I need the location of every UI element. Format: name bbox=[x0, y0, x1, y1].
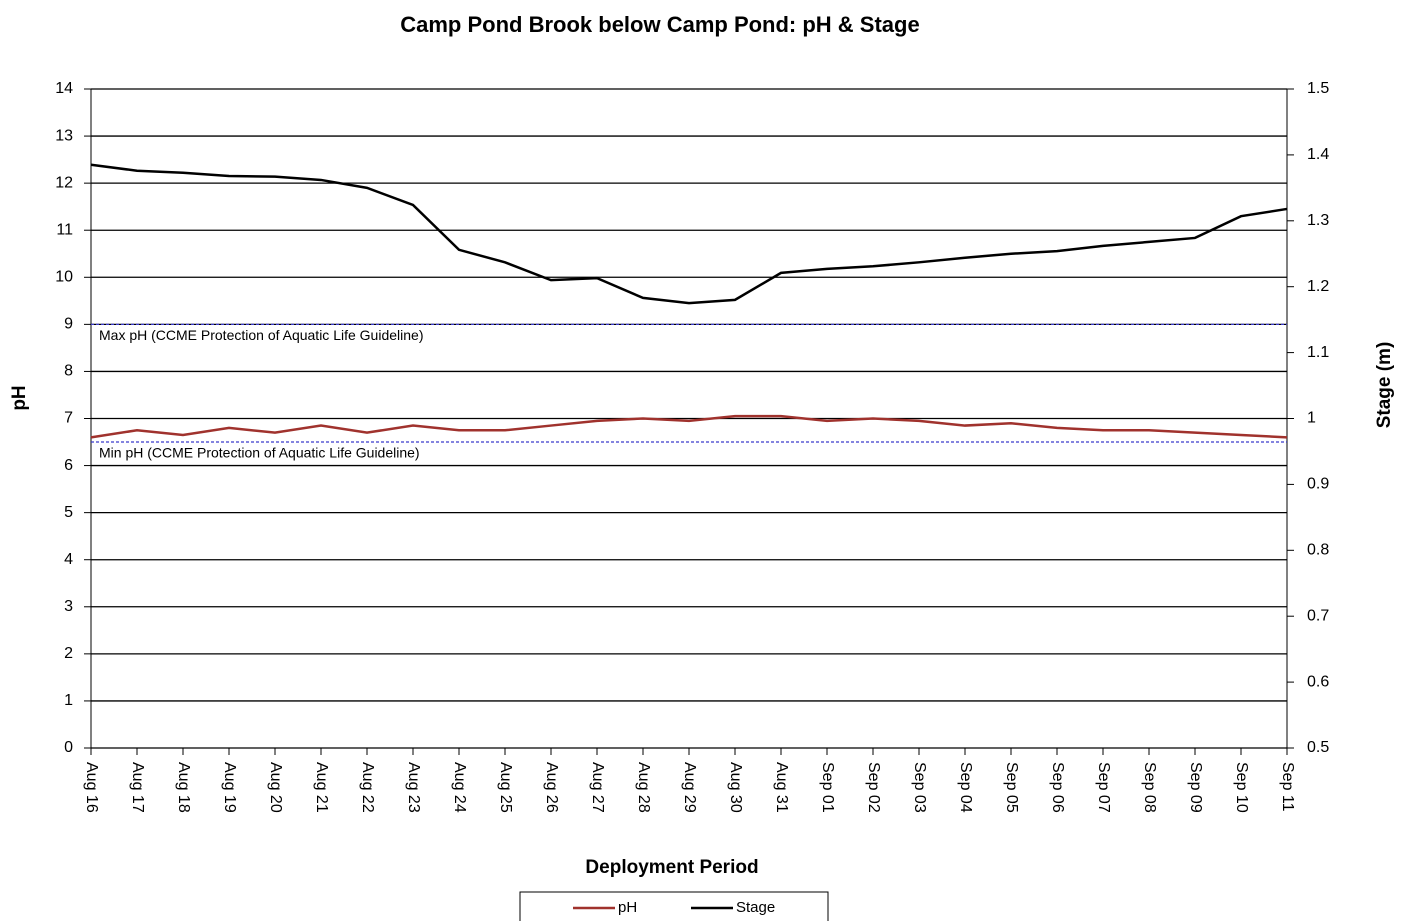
y2-axis-title: Stage (m) bbox=[1374, 342, 1395, 429]
y-tick-label: 2 bbox=[64, 645, 73, 662]
y-tick-label: 11 bbox=[56, 221, 73, 238]
x-tick-label: Aug 24 bbox=[451, 762, 468, 813]
y2-tick-label: 0.9 bbox=[1307, 476, 1329, 493]
series-line bbox=[90, 414, 1288, 439]
x-tick-label: Aug 19 bbox=[221, 762, 238, 813]
y2-tick-label: 0.7 bbox=[1307, 607, 1329, 624]
chart-title: Camp Pond Brook below Camp Pond: pH & St… bbox=[400, 12, 919, 37]
guideline-label: Min pH (CCME Protection of Aquatic Life … bbox=[99, 445, 420, 461]
y2-tick-label: 0.5 bbox=[1307, 739, 1329, 756]
y-tick-label: 4 bbox=[64, 551, 73, 568]
y2-tick-label: 0.8 bbox=[1307, 542, 1329, 559]
x-tick-label: Aug 31 bbox=[773, 762, 790, 813]
x-tick-label: Aug 20 bbox=[267, 762, 284, 813]
series-line bbox=[90, 163, 1288, 305]
legend bbox=[519, 891, 829, 921]
x-tick-label: Sep 04 bbox=[957, 762, 974, 813]
x-tick-label: Aug 22 bbox=[359, 762, 376, 813]
x-axis-title: Deployment Period bbox=[585, 857, 758, 878]
x-tick-label: Sep 09 bbox=[1187, 762, 1204, 813]
y-tick-label: 14 bbox=[55, 80, 73, 97]
y-axis-title: pH bbox=[9, 385, 30, 410]
legend-label: Stage bbox=[736, 899, 775, 916]
x-tick-label: Aug 29 bbox=[681, 762, 698, 813]
x-tick-label: Sep 02 bbox=[865, 762, 882, 813]
y-tick-label: 12 bbox=[55, 174, 73, 191]
x-tick-label: Sep 08 bbox=[1141, 762, 1158, 813]
y-tick-label: 1 bbox=[64, 692, 73, 709]
x-tick-label: Aug 16 bbox=[83, 762, 100, 813]
y-tick-label: 3 bbox=[64, 598, 73, 615]
x-tick-label: Sep 05 bbox=[1003, 762, 1020, 813]
y2-tick-label: 1.5 bbox=[1307, 80, 1329, 97]
x-tick-label: Aug 23 bbox=[405, 762, 422, 813]
legend-label: pH bbox=[618, 899, 637, 916]
y2-tick-label: 1.2 bbox=[1307, 278, 1329, 295]
y-tick-label: 8 bbox=[64, 363, 73, 380]
guideline-label: Max pH (CCME Protection of Aquatic Life … bbox=[99, 327, 423, 343]
x-tick-label: Sep 01 bbox=[819, 762, 836, 813]
y-tick-label: 6 bbox=[64, 457, 73, 474]
x-tick-label: Aug 17 bbox=[129, 762, 146, 813]
x-tick-label: Sep 07 bbox=[1095, 762, 1112, 813]
x-tick-label: Aug 26 bbox=[543, 762, 560, 813]
y2-tick-label: 0.6 bbox=[1307, 673, 1329, 690]
y-tick-label: 13 bbox=[55, 127, 73, 144]
y-tick-label: 10 bbox=[55, 269, 73, 286]
y2-tick-label: 1.1 bbox=[1307, 344, 1329, 361]
x-tick-label: Sep 03 bbox=[911, 762, 928, 813]
x-tick-label: Aug 28 bbox=[635, 762, 652, 813]
x-tick-label: Aug 27 bbox=[589, 762, 606, 813]
y-tick-label: 5 bbox=[64, 504, 73, 521]
x-tick-label: Aug 21 bbox=[313, 762, 330, 813]
y-tick-label: 7 bbox=[64, 410, 73, 427]
y2-tick-label: 1.3 bbox=[1307, 212, 1329, 229]
x-tick-label: Aug 30 bbox=[727, 762, 744, 813]
x-tick-label: Sep 11 bbox=[1279, 762, 1296, 812]
y-tick-label: 9 bbox=[64, 316, 73, 333]
y-tick-label: 0 bbox=[64, 739, 73, 756]
x-tick-label: Aug 18 bbox=[175, 762, 192, 813]
y2-tick-label: 1.4 bbox=[1307, 146, 1329, 163]
x-tick-label: Aug 25 bbox=[497, 762, 514, 813]
x-tick-label: Sep 06 bbox=[1049, 762, 1066, 813]
y2-tick-label: 1 bbox=[1307, 410, 1316, 427]
x-tick-label: Sep 10 bbox=[1233, 762, 1250, 813]
